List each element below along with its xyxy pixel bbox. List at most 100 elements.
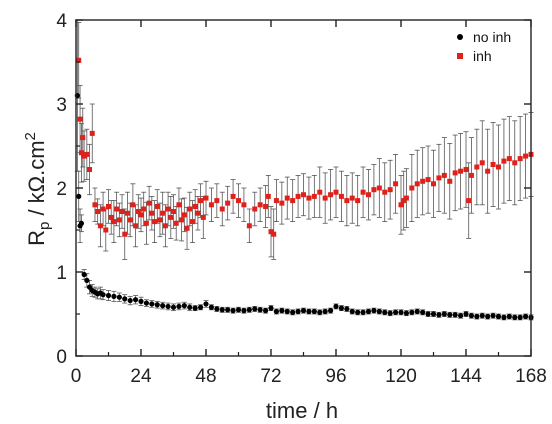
data-point-no-inh: [441, 311, 447, 317]
data-point-inh: [219, 206, 225, 212]
data-point-inh: [301, 192, 306, 198]
data-point-inh: [214, 198, 220, 204]
data-point-no-inh: [376, 308, 382, 315]
data-point-no-inh: [203, 301, 209, 307]
data-point-no-inh: [409, 309, 415, 315]
data-point-no-inh: [425, 311, 431, 317]
data-point-inh: [124, 210, 130, 216]
data-point-inh: [84, 151, 90, 157]
data-point-inh: [160, 210, 166, 216]
legend-label-no-inh: no inh: [473, 29, 511, 45]
data-point-no-inh: [333, 303, 339, 310]
data-point-inh: [479, 160, 485, 166]
data-point-no-inh: [143, 300, 150, 306]
legend-marker-inh: [457, 53, 463, 59]
data-point-inh: [360, 189, 366, 195]
data-point-inh: [100, 206, 106, 212]
data-point-inh: [382, 189, 388, 195]
data-point-inh: [106, 203, 111, 209]
data-point-no-inh: [355, 309, 361, 315]
data-point-inh: [393, 181, 399, 187]
data-point-inh: [181, 212, 187, 218]
x-tick-labels: 0 24 48 72 96 120 144 168: [71, 366, 547, 387]
data-point-no-inh: [338, 305, 345, 311]
data-point-no-inh: [322, 308, 328, 315]
data-point-inh: [441, 172, 447, 178]
data-point-inh: [338, 193, 344, 199]
data-point-no-inh: [420, 309, 426, 315]
data-point-inh: [141, 206, 147, 212]
data-point-inh: [401, 198, 407, 204]
data-point-inh: [468, 172, 474, 178]
data-point-inh: [263, 203, 269, 209]
y-axis-title-subscript: p: [36, 222, 53, 230]
data-point-no-inh: [187, 304, 193, 310]
data-point-no-inh: [495, 313, 502, 320]
data-point-no-inh: [452, 312, 458, 318]
data-point-inh: [77, 116, 83, 122]
data-point-no-inh: [398, 309, 404, 315]
data-point-no-inh: [327, 308, 334, 314]
data-point-inh: [517, 156, 523, 162]
data-point-inh: [208, 202, 214, 208]
data-point-inh: [149, 210, 155, 216]
data-point-inh: [246, 223, 252, 229]
data-point-no-inh: [192, 305, 198, 311]
inh-series: [76, 57, 534, 237]
data-point-inh: [265, 193, 271, 199]
data-point-inh: [103, 227, 109, 233]
data-point-inh: [403, 195, 409, 201]
data-point-inh: [87, 167, 93, 173]
data-point-inh: [133, 223, 139, 229]
x-tick-label: 48: [195, 366, 216, 387]
data-point-no-inh: [512, 314, 518, 320]
data-point-inh: [127, 217, 133, 223]
data-point-no-inh: [382, 309, 388, 315]
data-point-inh: [447, 178, 453, 184]
data-point-inh: [176, 202, 182, 208]
data-point-no-inh: [300, 308, 307, 314]
data-point-inh: [431, 181, 436, 187]
data-point-inh: [225, 200, 231, 206]
y-axis-title-main: R: [24, 230, 49, 246]
data-point-inh: [135, 209, 141, 215]
data-point-no-inh: [403, 310, 410, 316]
data-point-inh: [92, 202, 98, 208]
x-tick-label: 144: [450, 366, 482, 387]
data-point-no-inh: [474, 313, 480, 320]
data-point-inh: [371, 187, 377, 193]
data-point-no-inh: [262, 308, 269, 314]
data-point-inh: [466, 198, 472, 204]
data-point-inh: [311, 193, 317, 199]
data-point-inh: [97, 223, 103, 229]
data-point-inh: [236, 198, 241, 204]
data-point-inh: [506, 156, 512, 162]
data-point-inh: [162, 223, 168, 229]
data-point-no-inh: [76, 193, 82, 199]
data-point-no-inh: [290, 309, 296, 315]
data-point-inh: [152, 219, 158, 225]
y-tick-label: 1: [56, 263, 67, 284]
data-point-no-inh: [78, 220, 85, 226]
data-point-inh: [420, 178, 426, 184]
data-point-inh: [290, 198, 296, 204]
x-tick-label: 0: [71, 366, 82, 387]
data-point-inh: [409, 185, 415, 191]
data-point-inh: [474, 164, 480, 170]
data-point-no-inh: [463, 311, 469, 317]
data-point-no-inh: [490, 313, 496, 319]
x-tick-label: 120: [385, 366, 417, 387]
data-point-inh: [78, 150, 84, 156]
data-point-no-inh: [235, 307, 242, 313]
data-point-inh: [452, 170, 458, 176]
data-point-inh: [179, 217, 185, 223]
data-point-inh: [116, 217, 122, 223]
data-point-no-inh: [311, 308, 317, 315]
data-point-inh: [200, 214, 206, 220]
data-point-inh: [306, 195, 312, 201]
data-point-inh: [203, 195, 209, 201]
data-point-inh: [122, 231, 128, 237]
data-point-no-inh: [306, 308, 312, 315]
data-point-no-inh: [105, 292, 112, 299]
data-point-no-inh: [149, 301, 155, 307]
